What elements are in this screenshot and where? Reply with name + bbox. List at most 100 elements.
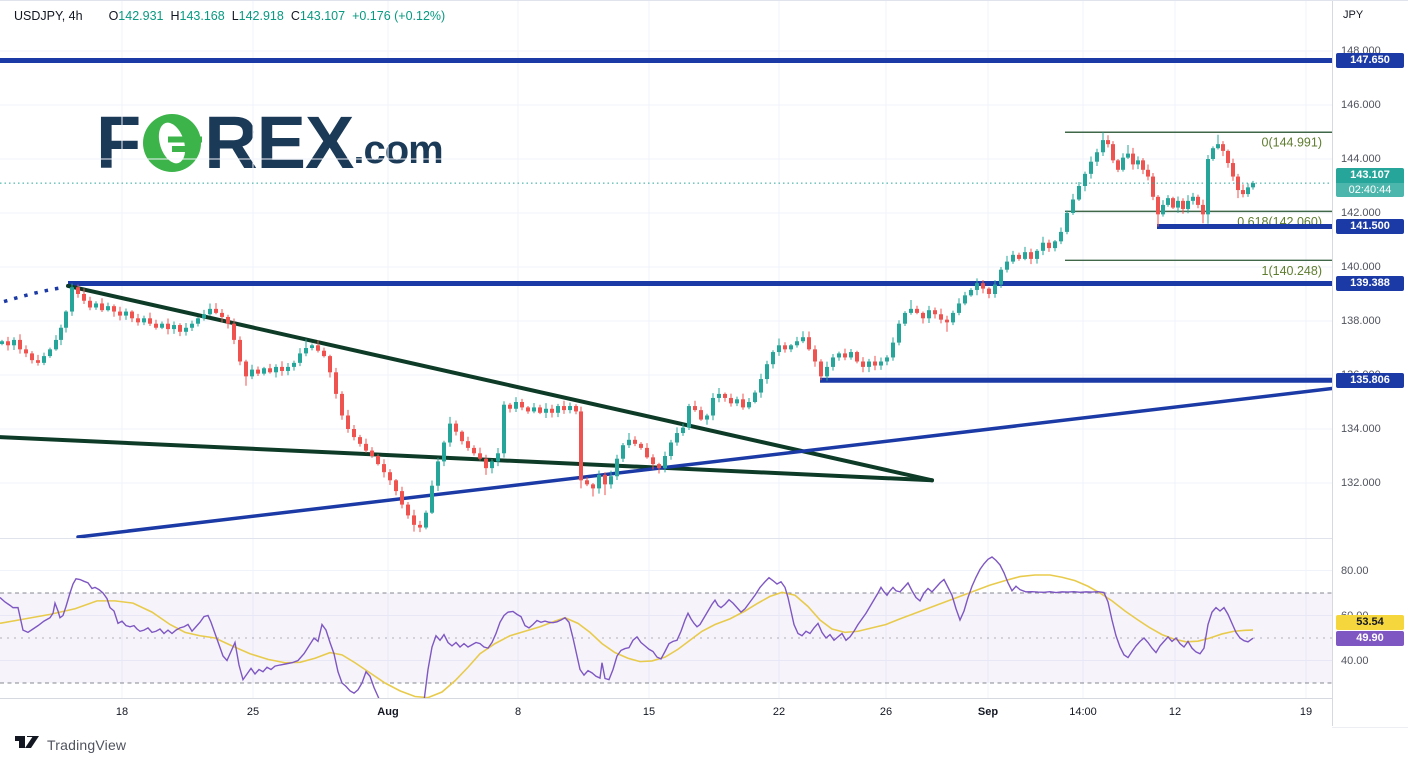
time-tick-label: 15 (642, 706, 656, 718)
candle-body (633, 439, 637, 444)
candle-body (705, 415, 709, 420)
candle-body (627, 439, 631, 446)
price-level-badge: 147.650 (1336, 52, 1404, 68)
last-price-countdown: 02:40:44 (1336, 183, 1404, 198)
candle-body (621, 445, 625, 459)
candle-body (837, 353, 841, 358)
rsi-line[interactable] (0, 556, 1254, 698)
candle-body (693, 406, 697, 411)
candle-body (735, 399, 739, 404)
rsi-ma-line[interactable] (0, 574, 1254, 698)
candle-body (927, 310, 931, 319)
candle-body (609, 476, 613, 485)
candle-body (1211, 148, 1215, 159)
candle-body (238, 339, 242, 362)
trendline-wedge-upper[interactable] (66, 283, 934, 483)
price-tick-label: 138.000 (1341, 315, 1381, 327)
candle-body (1156, 196, 1160, 215)
candle-body (424, 512, 428, 528)
candle-body (130, 311, 134, 319)
tradingview-attribution[interactable]: TradingView (14, 734, 126, 755)
candle-body (48, 349, 52, 357)
candle-body (939, 314, 943, 320)
indicator-value-badge: 53.54 (1336, 615, 1404, 631)
candle-body (1171, 198, 1175, 208)
symbol-legend[interactable]: USDJPY, 4h O142.931 H143.168 L142.918 C143.1… (14, 9, 452, 23)
watermark-f: F (96, 101, 141, 184)
price-level-badge: 139.388 (1336, 276, 1404, 292)
candle-body (813, 349, 817, 362)
candle-body (783, 345, 787, 350)
candle-body (346, 415, 350, 429)
candle-body (1083, 173, 1087, 186)
candle-body (795, 341, 799, 346)
candle-body (304, 348, 308, 354)
candle-body (591, 484, 595, 489)
indicator-tick-label: 80.00 (1341, 564, 1369, 577)
candle-body (897, 323, 901, 343)
candle-body (388, 472, 392, 481)
candle-body (873, 361, 877, 366)
candle-body (394, 480, 398, 492)
candle-body (1136, 160, 1140, 165)
candle-body (771, 352, 775, 365)
candle-body (1116, 160, 1120, 170)
candle-body (843, 353, 847, 358)
candle-body (1176, 200, 1180, 208)
candle-body (250, 369, 254, 377)
candle-body (322, 350, 326, 357)
price-pane[interactable]: 0(144.991)0.618(142.060)1(140.248) (0, 1, 1332, 538)
candle-body (681, 427, 685, 434)
ohlc-key: H (170, 9, 180, 23)
candle-body (699, 410, 703, 420)
candle-body (184, 327, 188, 332)
rsi-pane[interactable] (0, 538, 1332, 698)
candle-body (556, 406, 560, 413)
candle-body (508, 404, 512, 409)
candle-body (1126, 153, 1130, 158)
candle-body (1095, 152, 1099, 162)
price-axis[interactable]: JPY 148.000 146.000 144.000 142.000 140.000 1… (1332, 1, 1408, 726)
candle-body (1191, 196, 1195, 201)
candles-layer (0, 132, 1255, 533)
candle-body (472, 447, 476, 454)
time-axis[interactable]: 18 25 Aug 8 15 22 26 Sep 14:00 12 19 (0, 698, 1332, 728)
dotted-guide-line[interactable] (3, 285, 65, 304)
candle-body (1146, 169, 1150, 177)
candle-body (220, 312, 224, 317)
candle-body (975, 283, 979, 290)
pane-separator[interactable] (0, 538, 1408, 539)
time-tick-label: Sep (977, 706, 999, 718)
candle-body (24, 349, 28, 354)
trendline-rising-support[interactable] (76, 386, 1332, 538)
candle-body (1106, 140, 1110, 145)
time-tick-label: Aug (377, 706, 399, 718)
candle-body (753, 392, 757, 402)
candle-body (112, 306, 116, 312)
candle-body (226, 316, 230, 324)
candle-body (208, 308, 212, 315)
candle-body (855, 352, 859, 362)
symbol-title: USDJPY, 4h (14, 9, 83, 23)
candle-body (406, 504, 410, 516)
candle-body (310, 345, 314, 348)
watermark-com: .com (353, 128, 443, 172)
candle-body (1181, 200, 1185, 209)
candle-body (729, 397, 733, 404)
candle-body (328, 356, 332, 373)
candle-body (442, 442, 446, 462)
trendline-wedge-lower[interactable] (0, 435, 934, 483)
candle-body (352, 429, 356, 438)
candle-body (292, 362, 296, 367)
candle-body (532, 407, 536, 412)
candle-body (568, 406, 572, 411)
candle-body (909, 308, 913, 313)
candle-body (418, 524, 422, 528)
candle-body (214, 308, 218, 313)
candle-body (316, 345, 320, 351)
candle-body (298, 353, 302, 363)
candle-body (490, 461, 494, 469)
candle-body (945, 319, 949, 323)
candle-body (1196, 196, 1200, 205)
candle-body (723, 393, 727, 398)
